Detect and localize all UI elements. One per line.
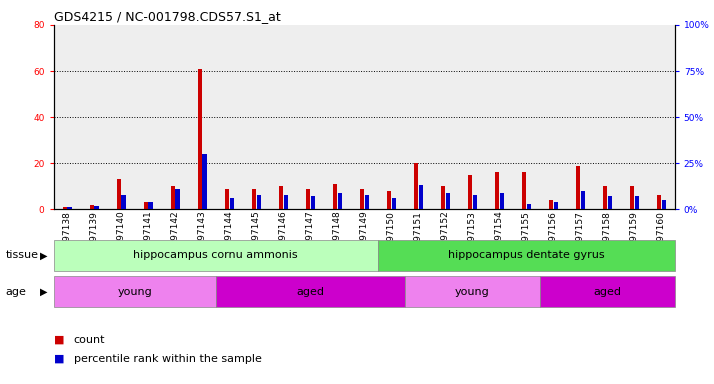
Text: percentile rank within the sample: percentile rank within the sample: [74, 354, 261, 364]
Text: ■: ■: [54, 354, 64, 364]
Text: aged: aged: [296, 287, 324, 297]
Bar: [225, 189, 228, 209]
Bar: [635, 196, 639, 209]
Bar: [540, 276, 675, 307]
Bar: [468, 175, 472, 209]
Bar: [662, 200, 665, 209]
Text: ▶: ▶: [40, 250, 48, 260]
Bar: [441, 186, 445, 209]
Bar: [575, 166, 580, 209]
Bar: [333, 184, 337, 209]
Text: GDS4215 / NC-001798.CDS57.S1_at: GDS4215 / NC-001798.CDS57.S1_at: [54, 10, 281, 23]
Bar: [360, 189, 363, 209]
Text: count: count: [74, 335, 105, 345]
Bar: [391, 198, 396, 209]
Bar: [306, 189, 310, 209]
Bar: [67, 207, 71, 209]
Bar: [176, 189, 179, 209]
Bar: [387, 191, 391, 209]
Bar: [283, 195, 288, 209]
Bar: [378, 240, 675, 271]
Bar: [94, 205, 99, 209]
Bar: [630, 186, 634, 209]
Bar: [54, 240, 378, 271]
Bar: [365, 195, 368, 209]
Bar: [500, 193, 503, 209]
Bar: [580, 191, 585, 209]
Bar: [603, 186, 607, 209]
Text: young: young: [117, 287, 152, 297]
Bar: [216, 276, 405, 307]
Bar: [446, 193, 450, 209]
Bar: [413, 163, 418, 209]
Bar: [473, 195, 477, 209]
Bar: [149, 202, 153, 209]
Bar: [418, 185, 423, 209]
Bar: [522, 172, 526, 209]
Text: ▶: ▶: [40, 287, 48, 297]
Bar: [171, 186, 175, 209]
Bar: [198, 69, 201, 209]
Bar: [116, 179, 121, 209]
Bar: [311, 196, 315, 209]
Text: ■: ■: [54, 335, 64, 345]
Bar: [251, 189, 256, 209]
Bar: [405, 276, 540, 307]
Bar: [527, 204, 531, 209]
Bar: [63, 207, 66, 209]
Text: tissue: tissue: [6, 250, 39, 260]
Bar: [338, 193, 341, 209]
Bar: [203, 154, 206, 209]
Bar: [553, 202, 558, 209]
Bar: [256, 195, 261, 209]
Text: age: age: [6, 287, 26, 297]
Bar: [54, 276, 216, 307]
Text: hippocampus dentate gyrus: hippocampus dentate gyrus: [448, 250, 605, 260]
Text: young: young: [455, 287, 490, 297]
Text: aged: aged: [593, 287, 621, 297]
Bar: [549, 200, 553, 209]
Bar: [89, 205, 94, 209]
Bar: [278, 186, 283, 209]
Bar: [495, 172, 499, 209]
Bar: [608, 196, 612, 209]
Bar: [121, 195, 126, 209]
Bar: [657, 195, 661, 209]
Text: hippocampus cornu ammonis: hippocampus cornu ammonis: [134, 250, 298, 260]
Bar: [144, 202, 148, 209]
Bar: [229, 198, 233, 209]
